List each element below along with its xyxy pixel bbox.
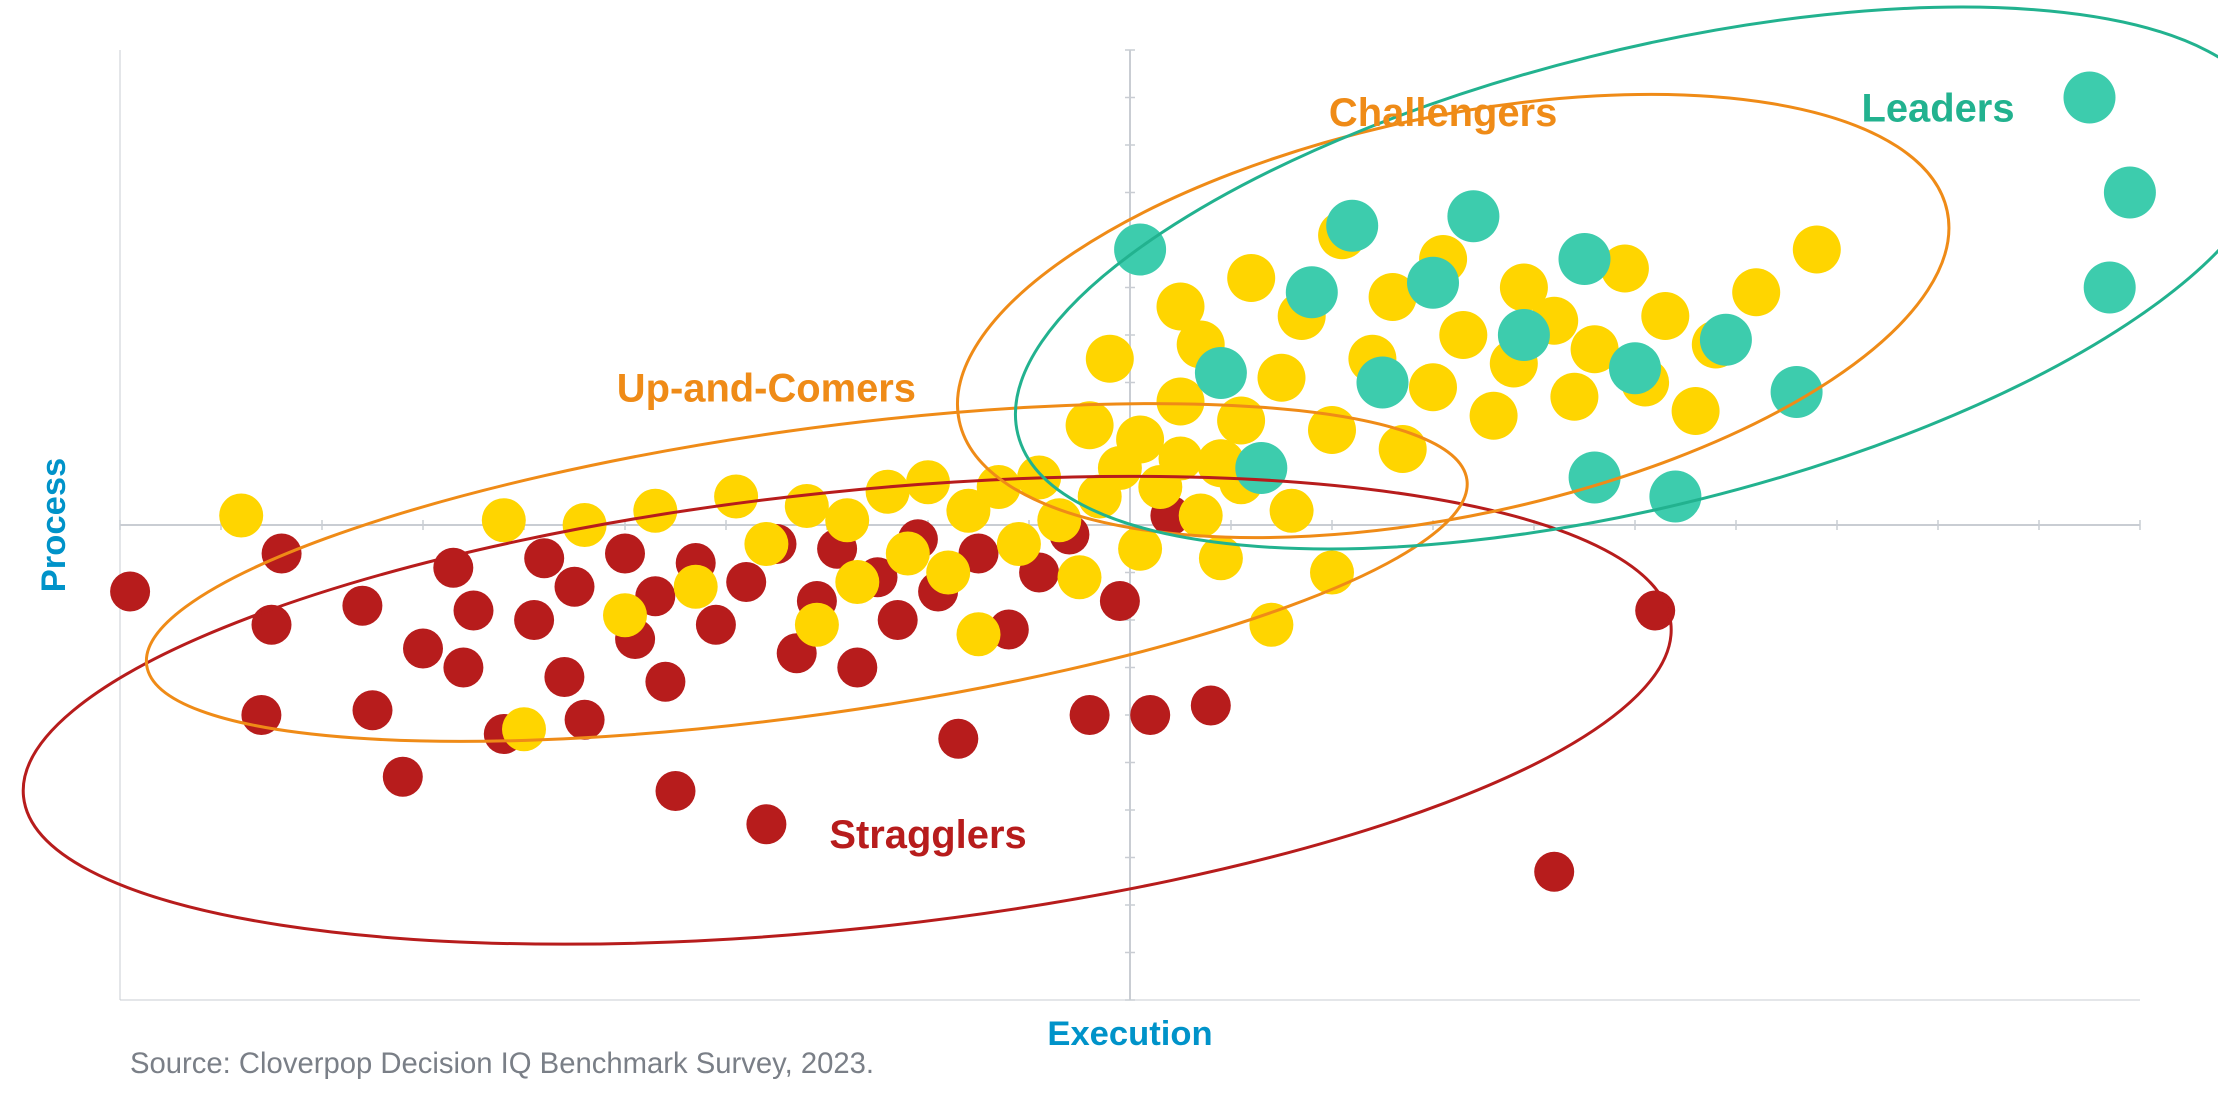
quadrant-scatter-chart: Stragglers Up-and-Comers Challengers Leader… (0, 0, 2218, 1098)
cluster-label-leaders: Leaders (1862, 86, 2015, 130)
cluster-label-stragglers: Stragglers (829, 813, 1026, 857)
source-caption-svg: Source: Cloverpop Decision IQ Benchmark … (130, 1048, 874, 1080)
y-axis-label-svg: Process (35, 458, 73, 593)
cluster-label-challengers: Challengers (1329, 91, 1557, 135)
x-axis-label-svg: Execution (1047, 1015, 1212, 1053)
cluster-label-up_and_comers: Up-and-Comers (617, 367, 916, 411)
chart-canvas: Stragglers Up-and-Comers Challengers Leader… (0, 0, 2218, 1098)
